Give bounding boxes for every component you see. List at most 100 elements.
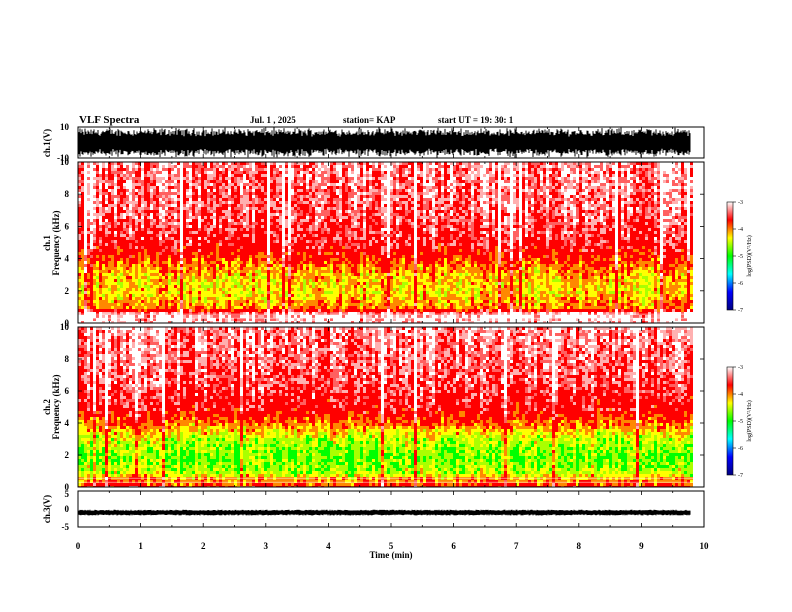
spectrogram-cell	[249, 168, 252, 171]
spectrogram-cell	[171, 180, 174, 183]
spectrogram-cell	[219, 207, 222, 210]
spectrogram-cell	[507, 210, 510, 213]
spectrogram-cell	[357, 207, 360, 210]
spectrogram-cell	[183, 222, 186, 225]
spectrogram-cell	[309, 201, 312, 204]
spectrogram-cell	[396, 210, 399, 213]
spectrogram-cell	[120, 204, 123, 207]
spectrogram-cell	[663, 171, 666, 174]
spectrogram-cell	[345, 216, 348, 219]
spectrogram-cell	[303, 180, 306, 183]
spectrogram-cell	[231, 201, 234, 204]
spectrogram-cell	[465, 168, 468, 171]
spectrogram-cell	[633, 195, 636, 198]
spectrogram-cell	[492, 171, 495, 174]
spectrogram-cell	[198, 186, 201, 189]
spectrogram-cell	[231, 171, 234, 174]
spectrogram-cell	[504, 183, 507, 186]
spectrogram-cell	[438, 186, 441, 189]
spectrogram-cell	[378, 189, 381, 192]
spectrogram-cell	[165, 165, 168, 168]
spectrogram-cell	[369, 192, 372, 195]
spectrogram-cell	[606, 189, 609, 192]
spectrogram-cell	[213, 216, 216, 219]
spectrogram-cell	[486, 222, 489, 225]
spectrogram-cell	[120, 174, 123, 177]
spectrogram-cell	[438, 195, 441, 198]
spectrogram-cell	[345, 222, 348, 225]
spectrogram-cell	[81, 165, 84, 168]
spectrogram-cell	[204, 216, 207, 219]
spectrogram-cell	[654, 198, 657, 201]
spectrogram-cell	[537, 168, 540, 171]
spectrogram-cell	[606, 216, 609, 219]
spectrogram-cell	[618, 171, 621, 174]
spectrogram-cell	[99, 189, 102, 192]
spectrogram-cell	[678, 198, 681, 201]
spectrogram-cell	[96, 225, 99, 228]
spectrogram-cell	[204, 189, 207, 192]
spectrogram-cell	[654, 213, 657, 216]
spectrogram-cell	[207, 207, 210, 210]
spectrogram-cell	[351, 213, 354, 216]
spectrogram-cell	[570, 216, 573, 219]
spectrogram-cell	[534, 192, 537, 195]
spectrogram-cell	[315, 189, 318, 192]
spectrogram-cell	[660, 204, 663, 207]
spectrogram-cell	[93, 207, 96, 210]
spectrogram-cell	[309, 174, 312, 177]
spectrogram-cell	[153, 207, 156, 210]
spectrogram-cell	[357, 216, 360, 219]
spectrogram-cell	[414, 204, 417, 207]
spectrogram-cell	[243, 219, 246, 222]
spectrogram-cell	[501, 165, 504, 168]
spectrogram-cell	[144, 216, 147, 219]
spectrogram-cell	[135, 171, 138, 174]
spectrogram-cell	[543, 174, 546, 177]
spectrogram-cell	[390, 201, 393, 204]
spectrogram-cell	[306, 198, 309, 201]
spectrogram-cell	[570, 186, 573, 189]
spectrogram-cell	[150, 213, 153, 216]
spectrogram-cell	[570, 219, 573, 222]
spectrogram-cell	[459, 204, 462, 207]
spectrogram-cell	[441, 213, 444, 216]
spectrogram-cell	[114, 216, 117, 219]
spectrogram-cell	[546, 189, 549, 192]
spectrogram-cell	[171, 165, 174, 168]
spectrogram-cell	[327, 216, 330, 219]
spectrogram-cell	[360, 165, 363, 168]
spectrogram-cell	[333, 165, 336, 168]
spectrogram-cell	[597, 219, 600, 222]
spectrogram-cell	[99, 198, 102, 201]
spectrogram-cell	[669, 171, 672, 174]
spectrogram-cell	[249, 222, 252, 225]
spectrogram-cell	[234, 219, 237, 222]
spectrogram-cell	[657, 177, 660, 180]
spectrogram-cell	[165, 204, 168, 207]
spectrogram-cell	[117, 189, 120, 192]
spectrogram-cell	[585, 171, 588, 174]
spectrogram-cell	[525, 210, 528, 213]
spectrogram-cell	[195, 198, 198, 201]
spectrogram-cell	[585, 219, 588, 222]
spectrogram-cell	[624, 201, 627, 204]
spectrogram-cell	[633, 177, 636, 180]
spectrogram-cell	[417, 177, 420, 180]
spectrogram-cell	[222, 198, 225, 201]
spectrogram-cell	[540, 201, 543, 204]
spectrogram-cell	[525, 222, 528, 225]
spectrogram-cell	[399, 204, 402, 207]
spectrogram-cell	[180, 171, 183, 174]
spectrogram-cell	[213, 198, 216, 201]
spectrogram-cell	[123, 192, 126, 195]
spectrogram-cell	[291, 213, 294, 216]
spectrogram-cell	[138, 225, 141, 228]
spectrogram-cell	[258, 219, 261, 222]
spectrogram-cell	[549, 213, 552, 216]
spectrogram-cell	[672, 174, 675, 177]
spectrogram-cell	[636, 216, 639, 219]
spectrogram-cell	[324, 171, 327, 174]
spectrogram-cell	[141, 198, 144, 201]
spectrogram-cell	[273, 216, 276, 219]
